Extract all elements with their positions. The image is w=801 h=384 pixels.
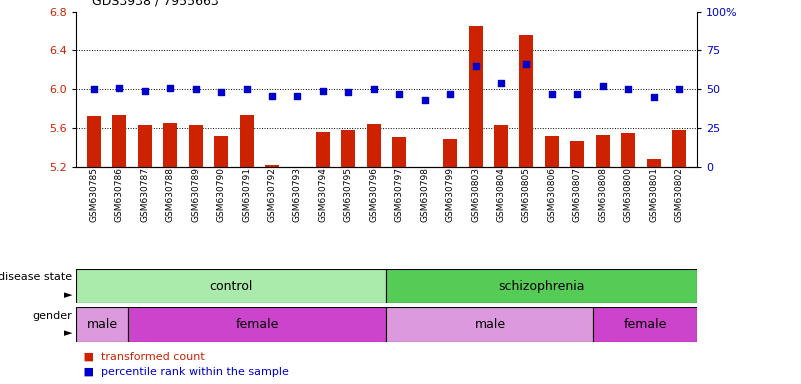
Point bbox=[469, 63, 482, 69]
Bar bbox=[545, 136, 559, 167]
Point bbox=[266, 93, 279, 99]
Bar bbox=[386, 307, 594, 342]
Text: ►: ► bbox=[63, 290, 72, 300]
Text: GSM630798: GSM630798 bbox=[421, 167, 429, 222]
Text: GSM630788: GSM630788 bbox=[166, 167, 175, 222]
Text: GSM630799: GSM630799 bbox=[445, 167, 455, 222]
Bar bbox=[672, 130, 686, 167]
Text: GSM630786: GSM630786 bbox=[115, 167, 124, 222]
Text: GSM630790: GSM630790 bbox=[216, 167, 226, 222]
Text: GSM630795: GSM630795 bbox=[344, 167, 352, 222]
Point bbox=[240, 86, 253, 92]
Text: GSM630807: GSM630807 bbox=[573, 167, 582, 222]
Point bbox=[342, 89, 355, 96]
Point bbox=[392, 91, 405, 97]
Bar bbox=[239, 114, 254, 167]
Text: GSM630791: GSM630791 bbox=[242, 167, 251, 222]
Bar bbox=[622, 133, 635, 167]
Text: ■  percentile rank within the sample: ■ percentile rank within the sample bbox=[80, 367, 289, 377]
Point bbox=[520, 61, 533, 68]
Bar bbox=[596, 135, 610, 167]
Point bbox=[647, 94, 660, 100]
Text: GDS3938 / 7955663: GDS3938 / 7955663 bbox=[92, 0, 219, 8]
Text: female: female bbox=[235, 318, 279, 331]
Bar bbox=[341, 130, 356, 167]
Bar bbox=[163, 123, 177, 167]
Bar bbox=[76, 307, 128, 342]
Text: GSM630794: GSM630794 bbox=[318, 167, 328, 222]
Point bbox=[368, 86, 380, 92]
Point bbox=[139, 88, 151, 94]
Text: ►: ► bbox=[63, 328, 72, 338]
Text: GSM630806: GSM630806 bbox=[547, 167, 557, 222]
Text: GSM630797: GSM630797 bbox=[395, 167, 404, 222]
Point bbox=[571, 91, 584, 97]
Text: GSM630792: GSM630792 bbox=[268, 167, 276, 222]
Bar bbox=[594, 307, 697, 342]
Bar bbox=[214, 136, 228, 167]
Point bbox=[215, 89, 227, 96]
Bar bbox=[76, 269, 386, 303]
Point bbox=[316, 88, 329, 94]
Text: GSM630802: GSM630802 bbox=[674, 167, 683, 222]
Point bbox=[545, 91, 558, 97]
Bar bbox=[494, 125, 508, 167]
Text: GSM630805: GSM630805 bbox=[522, 167, 531, 222]
Bar bbox=[443, 139, 457, 167]
Bar bbox=[291, 167, 304, 172]
Bar bbox=[646, 159, 661, 167]
Text: GSM630789: GSM630789 bbox=[191, 167, 200, 222]
Bar bbox=[138, 125, 151, 167]
Text: GSM630800: GSM630800 bbox=[624, 167, 633, 222]
Bar bbox=[386, 269, 697, 303]
Point bbox=[494, 80, 507, 86]
Bar bbox=[519, 35, 533, 167]
Bar bbox=[87, 116, 101, 167]
Text: GSM630785: GSM630785 bbox=[90, 167, 99, 222]
Text: GSM630796: GSM630796 bbox=[369, 167, 378, 222]
Text: GSM630787: GSM630787 bbox=[140, 167, 149, 222]
Text: female: female bbox=[623, 318, 666, 331]
Bar bbox=[367, 124, 380, 167]
Text: GSM630793: GSM630793 bbox=[293, 167, 302, 222]
Bar bbox=[392, 137, 406, 167]
Bar bbox=[316, 132, 330, 167]
Point bbox=[87, 86, 100, 92]
Bar bbox=[112, 114, 127, 167]
Point bbox=[418, 97, 431, 103]
Bar bbox=[469, 26, 482, 167]
Bar bbox=[128, 307, 386, 342]
Text: GSM630803: GSM630803 bbox=[471, 167, 480, 222]
Text: GSM630808: GSM630808 bbox=[598, 167, 607, 222]
Point bbox=[622, 86, 634, 92]
Text: schizophrenia: schizophrenia bbox=[498, 280, 585, 293]
Point bbox=[673, 86, 686, 92]
Point bbox=[291, 93, 304, 99]
Point bbox=[596, 83, 609, 89]
Bar bbox=[265, 165, 279, 167]
Text: gender: gender bbox=[32, 311, 72, 321]
Text: ■  transformed count: ■ transformed count bbox=[80, 352, 205, 362]
Text: male: male bbox=[474, 318, 505, 331]
Point bbox=[189, 86, 202, 92]
Point bbox=[164, 84, 177, 91]
Point bbox=[113, 84, 126, 91]
Bar bbox=[189, 125, 203, 167]
Point bbox=[444, 91, 457, 97]
Text: GSM630801: GSM630801 bbox=[649, 167, 658, 222]
Text: GSM630804: GSM630804 bbox=[497, 167, 505, 222]
Text: disease state: disease state bbox=[0, 272, 72, 283]
Text: male: male bbox=[87, 318, 118, 331]
Text: control: control bbox=[210, 280, 253, 293]
Bar bbox=[570, 141, 584, 167]
